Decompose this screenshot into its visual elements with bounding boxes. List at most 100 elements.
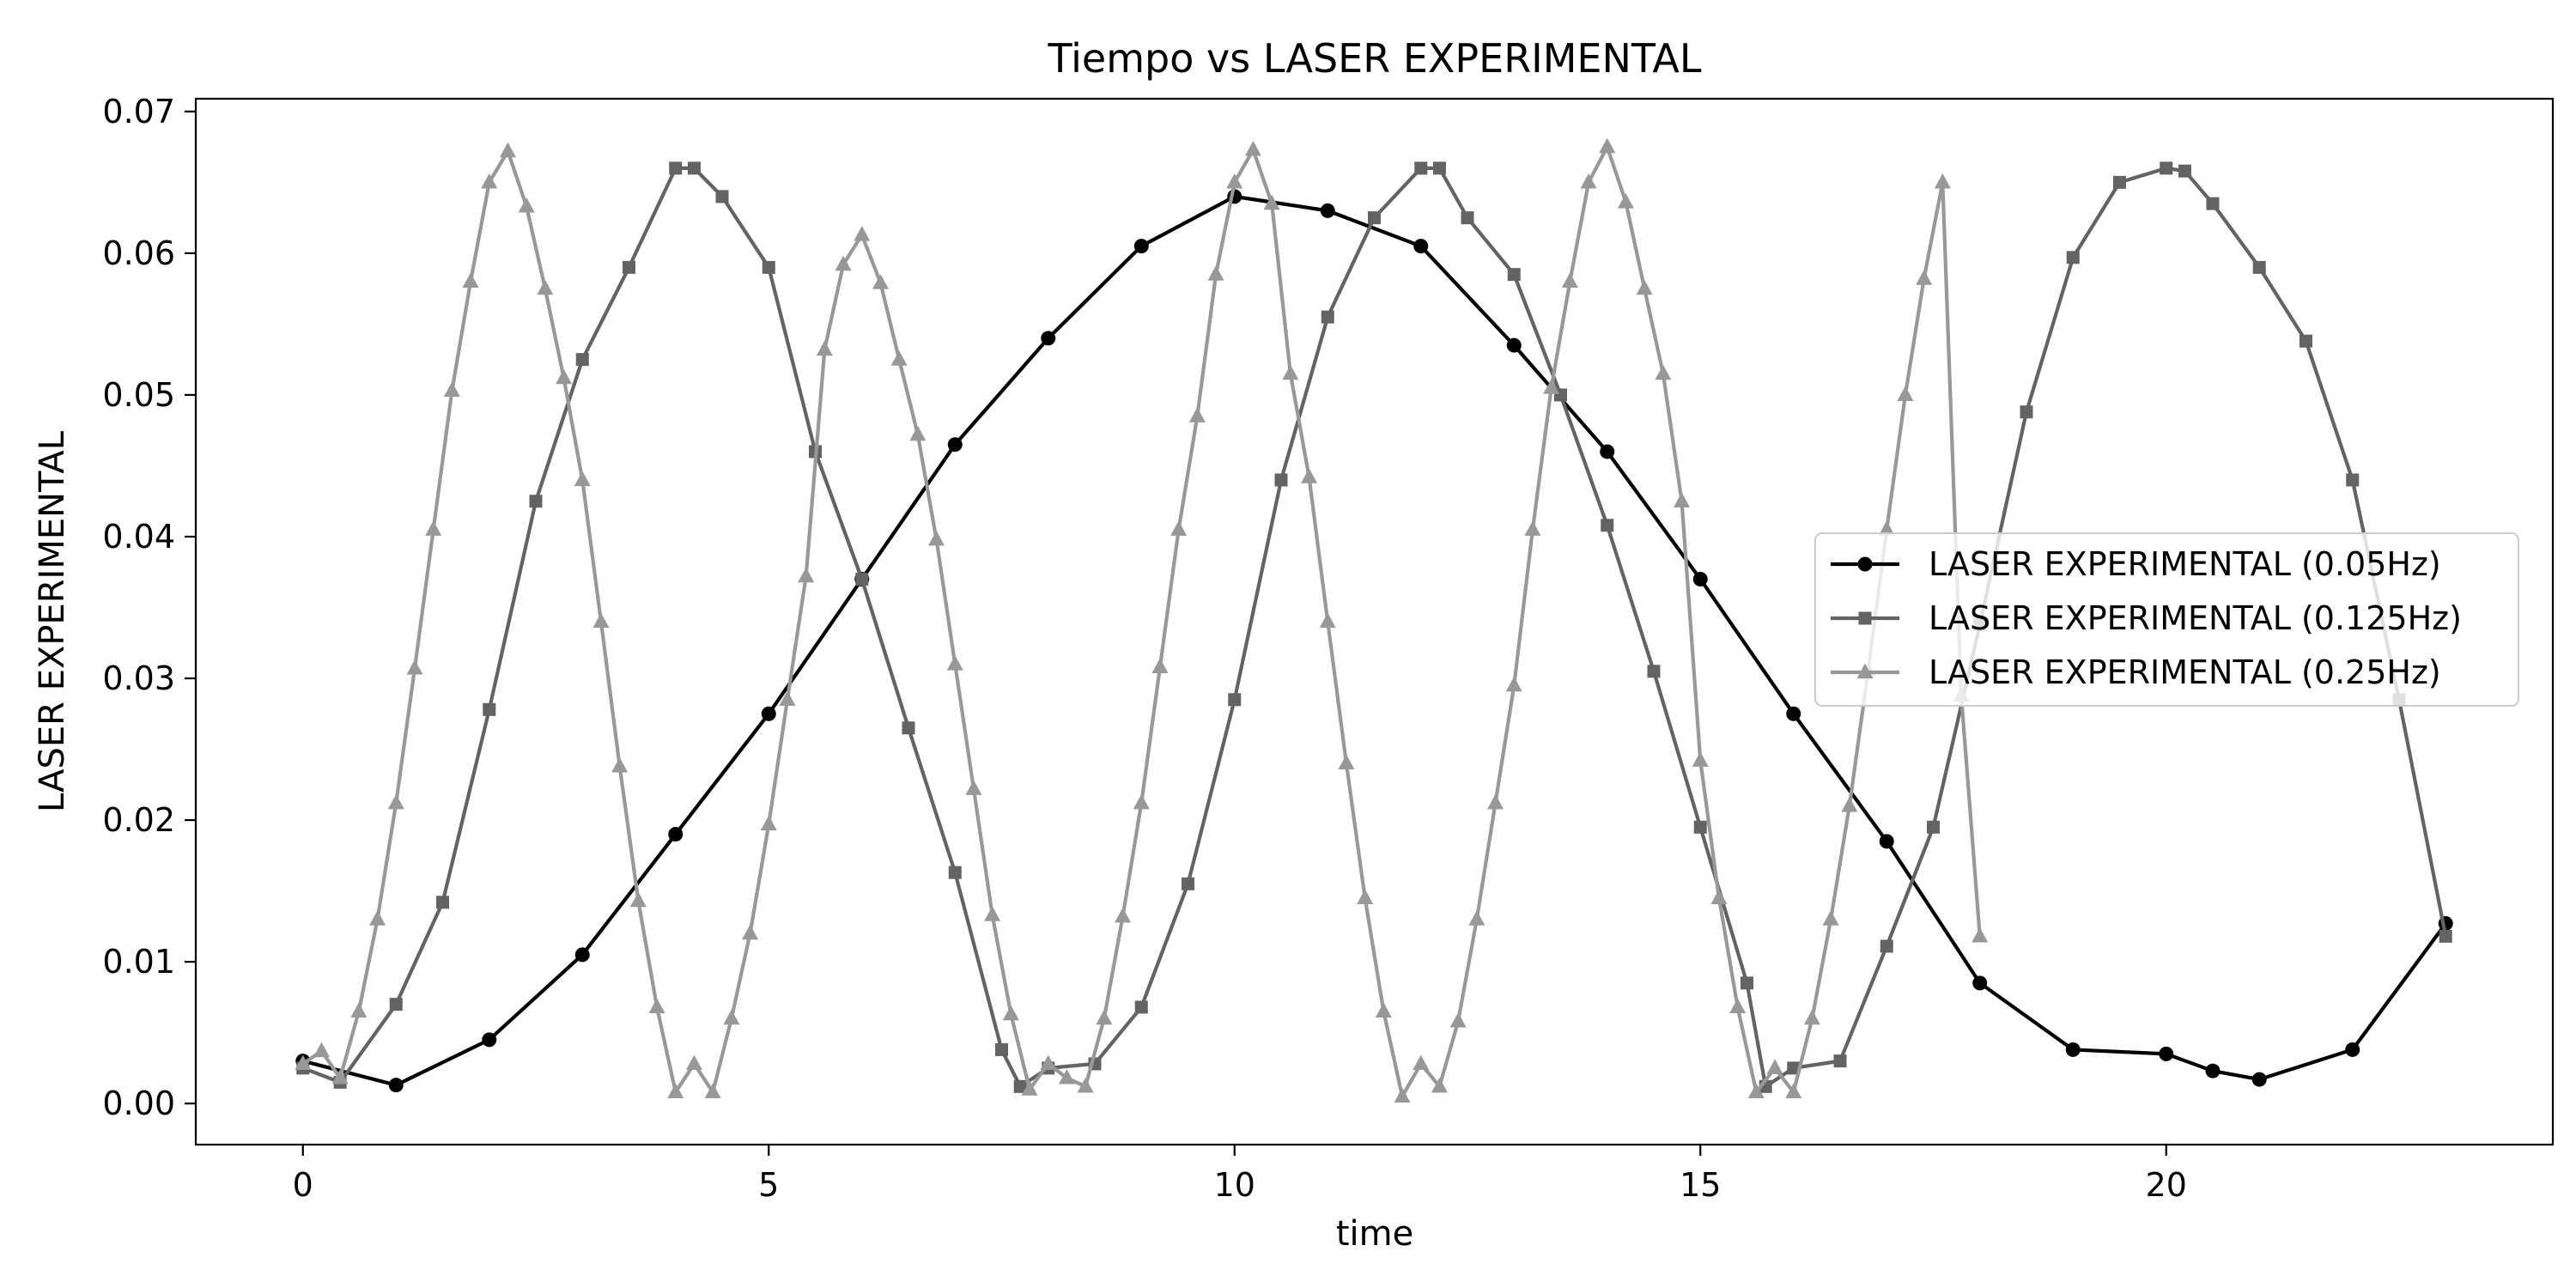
series-3-point — [1115, 907, 1132, 923]
series-3-point — [1263, 194, 1280, 210]
series-3-point — [574, 471, 591, 487]
series-3-point — [499, 142, 516, 158]
series-1-point — [574, 947, 590, 963]
series-3-point — [1357, 889, 1374, 904]
series-3-point — [295, 1054, 312, 1071]
y-tick-label: 0.01 — [102, 943, 175, 981]
series-1-point — [947, 437, 963, 453]
series-1-point — [1879, 834, 1894, 849]
series-2-point — [1507, 268, 1521, 282]
series-3-point — [1487, 793, 1504, 810]
series-2-point — [1013, 1079, 1027, 1093]
series-1-point — [1600, 444, 1615, 459]
series-2-point — [1274, 473, 1288, 487]
series-3-point — [1803, 1009, 1820, 1025]
series-2-point — [2020, 405, 2033, 419]
series-2-point — [575, 353, 589, 367]
series-2-point — [687, 161, 701, 175]
legend-label: LASER EXPERIMENTAL (0.25Hz) — [1929, 653, 2441, 691]
series-3-point — [1468, 910, 1485, 926]
series-3-point — [313, 1042, 330, 1058]
series-3-point — [1244, 140, 1261, 156]
series-3-point — [704, 1083, 721, 1099]
series-3-point — [1878, 520, 1895, 536]
series-3-point — [1710, 889, 1728, 904]
series-3-point — [1785, 1083, 1802, 1099]
series-3-point — [1077, 1077, 1094, 1093]
x-axis-label: time — [1336, 1214, 1413, 1254]
series-3-point — [1413, 1054, 1430, 1071]
series-3-point — [1766, 1059, 1783, 1075]
series-3-point — [1841, 797, 1858, 812]
series-3-point — [1170, 520, 1188, 536]
legend-box — [1814, 532, 2519, 707]
series-1-point — [1506, 337, 1522, 353]
x-tick-label: 0 — [293, 1166, 313, 1204]
series-2-point — [483, 702, 496, 716]
series-3-point — [518, 197, 535, 213]
series-3-point — [556, 368, 573, 385]
series-2-point — [2206, 197, 2220, 210]
series-2-point — [1321, 310, 1334, 324]
series-1-point — [2251, 1072, 2267, 1087]
series-3-point — [1674, 492, 1691, 507]
series-2-point — [2252, 260, 2266, 274]
series-3-point — [1971, 927, 1989, 943]
series-2-point — [1368, 211, 1381, 225]
legend-marker — [1857, 556, 1873, 572]
series-1-point — [482, 1032, 497, 1048]
series-layer — [295, 137, 2453, 1103]
series-1-point — [761, 706, 776, 721]
series-3-point — [1729, 998, 1747, 1014]
series-2-point — [762, 260, 775, 274]
series-3-point — [1449, 1012, 1467, 1028]
series-3-point — [629, 891, 647, 908]
series-3-point — [1021, 1080, 1038, 1096]
series-1-point — [1692, 571, 1708, 586]
series-2-point — [2299, 334, 2312, 348]
x-tick-label: 10 — [1214, 1166, 1255, 1204]
series-3-point — [350, 1002, 368, 1018]
series-3-point — [816, 340, 833, 356]
series-3-point — [1636, 279, 1653, 295]
y-tick-label: 0.04 — [102, 518, 175, 556]
series-3-point — [1543, 379, 1560, 394]
series-2-point — [1740, 976, 1753, 990]
series-3-point — [760, 815, 777, 831]
chart-title: Tiempo vs LASER EXPERIMENTAL — [1047, 35, 1701, 82]
series-3-point — [331, 1068, 349, 1084]
plot-frame — [194, 97, 2555, 1146]
series-3 — [295, 137, 1989, 1103]
series-3-point — [1188, 407, 1206, 422]
series-2-point — [1134, 1000, 1148, 1014]
y-axis-ticks: 0.00 0.01 0.02 0.03 0.04 0.05 0.06 0.07 — [102, 93, 196, 1122]
series-3-point — [798, 567, 815, 583]
series-3-point — [1617, 193, 1634, 209]
y-tick-label: 0.03 — [102, 659, 175, 697]
series-3-point — [537, 279, 554, 295]
series-3-point — [1505, 676, 1522, 692]
series-3-point — [946, 655, 963, 671]
series-3-point — [1580, 173, 1597, 189]
series-3-point — [1226, 173, 1243, 189]
series-3-point — [872, 274, 889, 289]
series-3-point — [1133, 793, 1150, 810]
series-3-point — [1916, 270, 1933, 285]
series-2 — [296, 161, 2452, 1093]
series-3-point — [1375, 1002, 1392, 1018]
series-3-point — [928, 530, 945, 546]
series-3-point — [1655, 364, 1672, 380]
series-2-point — [1926, 820, 1940, 834]
legend-label: LASER EXPERIMENTAL (0.05Hz) — [1929, 545, 2441, 583]
series-3-point — [685, 1054, 702, 1071]
series-3-point — [1599, 137, 1616, 154]
series-3-point — [481, 173, 498, 189]
series-3-point — [1692, 751, 1709, 767]
y-tick-label: 0.02 — [102, 801, 175, 839]
y-tick-label: 0.00 — [102, 1084, 175, 1122]
series-3-point — [1338, 754, 1355, 770]
series-3-point — [909, 425, 927, 441]
series-3-point — [1282, 364, 1299, 380]
series-3-point — [835, 255, 852, 271]
